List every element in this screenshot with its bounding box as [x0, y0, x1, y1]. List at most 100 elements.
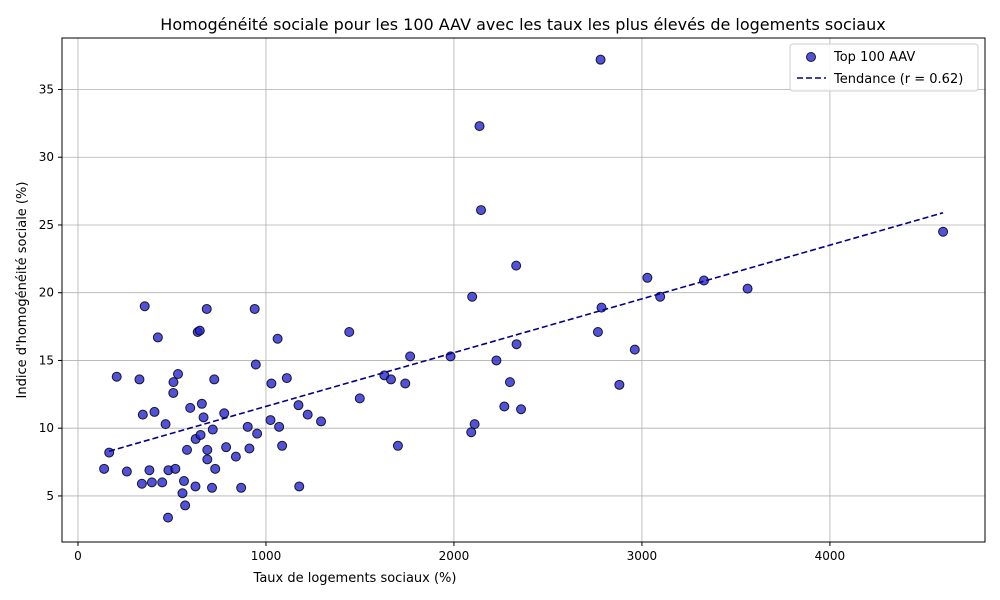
data-point [163, 512, 174, 523]
data-point [491, 355, 502, 366]
data-point [170, 463, 181, 474]
data-point [139, 301, 150, 312]
data-point [467, 291, 478, 302]
data-point [595, 54, 606, 65]
y-tick-label: 15 [39, 353, 54, 367]
data-point [157, 477, 168, 488]
data-point [136, 478, 147, 489]
legend-marker-points [806, 52, 816, 62]
x-tick-label: 0 [74, 549, 82, 563]
data-point [250, 359, 261, 370]
data-point [511, 260, 522, 271]
data-point [655, 291, 666, 302]
data-point [293, 400, 304, 411]
data-point [236, 482, 247, 493]
data-point [316, 416, 327, 427]
data-point [504, 377, 515, 388]
data-point [207, 482, 218, 493]
data-point [104, 447, 115, 458]
data-point [476, 205, 487, 216]
data-point [400, 378, 411, 389]
data-point [642, 272, 653, 283]
data-point [244, 443, 255, 454]
data-point [111, 371, 122, 382]
data-point [265, 415, 276, 426]
data-point [252, 428, 263, 439]
data-point [196, 398, 207, 409]
data-point [177, 488, 188, 499]
data-point [230, 451, 241, 462]
data-point [152, 332, 163, 343]
data-point [137, 409, 148, 420]
legend-label-points: Top 100 AAV [833, 50, 915, 65]
legend: Top 100 AAV Tendance (r = 0.62) [789, 43, 979, 92]
chart-title: Homogénéité sociale pour les 100 AAV ave… [160, 15, 885, 34]
x-tick-label: 1000 [251, 549, 282, 563]
data-point [172, 369, 183, 379]
data-point [149, 406, 160, 417]
data-point [242, 421, 253, 432]
data-point [194, 325, 205, 336]
x-axis: 0 1000 2000 3000 4000 [74, 542, 845, 563]
data-point [344, 327, 355, 337]
data-point [121, 466, 132, 477]
trend-line [108, 212, 944, 452]
data-point [221, 442, 232, 453]
data-point [499, 401, 510, 412]
data-points [99, 54, 949, 523]
data-point [198, 412, 209, 423]
data-point [469, 419, 480, 430]
data-point [99, 463, 110, 474]
data-point [938, 226, 949, 237]
grid [62, 38, 985, 542]
x-axis-label: Taux de logements sociaux (%) [253, 571, 457, 586]
x-tick-label: 2000 [439, 549, 470, 563]
data-point [182, 444, 193, 455]
data-point [742, 283, 753, 294]
data-point [201, 303, 212, 314]
legend-box [789, 43, 979, 92]
legend-label-trend: Tendance (r = 0.62) [833, 72, 963, 87]
data-point [294, 481, 305, 492]
data-point [202, 454, 213, 465]
y-tick-label: 30 [39, 150, 54, 164]
data-point [249, 303, 260, 314]
data-point [385, 374, 396, 385]
data-point [219, 408, 230, 419]
data-point [592, 327, 603, 337]
data-point [168, 387, 179, 398]
data-point [272, 333, 283, 344]
data-point [190, 481, 201, 492]
data-point [180, 500, 191, 511]
data-point [209, 374, 220, 385]
plot-frame [61, 37, 986, 543]
data-point [392, 440, 403, 451]
data-point [266, 378, 277, 389]
y-tick-label: 25 [39, 218, 54, 232]
data-point [405, 351, 416, 362]
data-point [146, 477, 157, 488]
data-point [277, 440, 288, 451]
data-point [614, 379, 625, 390]
y-axis: 5 10 15 20 25 30 35 [39, 82, 62, 503]
y-tick-label: 35 [39, 82, 54, 96]
data-point [134, 374, 145, 385]
data-point [195, 429, 206, 440]
data-point [302, 409, 313, 420]
data-point [629, 344, 640, 355]
data-point [281, 373, 292, 384]
data-point [274, 421, 285, 432]
y-axis-label: Indice d'homogénéité sociale (%) [15, 182, 30, 399]
y-tick-label: 10 [39, 421, 54, 435]
data-point [185, 402, 196, 413]
data-point [179, 476, 190, 487]
x-tick-label: 3000 [627, 549, 658, 563]
y-tick-label: 5 [46, 489, 54, 503]
data-point [474, 121, 485, 132]
data-point [511, 339, 522, 350]
data-point [207, 424, 218, 435]
y-tick-label: 20 [39, 286, 54, 300]
x-tick-label: 4000 [815, 549, 846, 563]
data-point [144, 465, 155, 476]
